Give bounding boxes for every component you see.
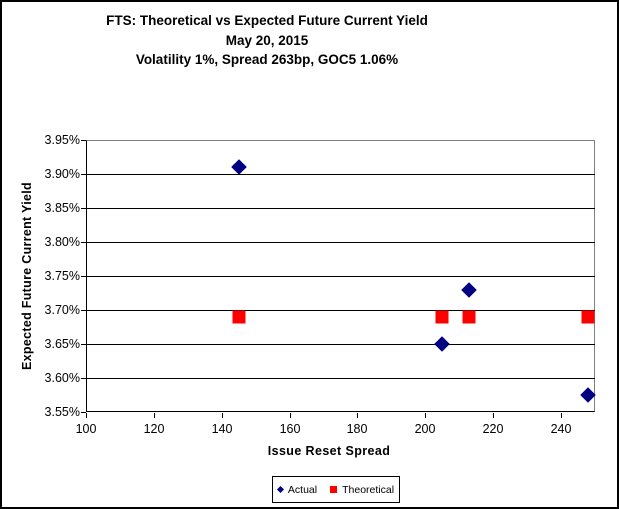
y-gridline [86,208,595,209]
theoretical-point-marker [232,310,246,324]
x-tick-label: 160 [279,422,301,436]
y-tick-label: 3.70% [44,303,80,317]
x-tick-mark [357,413,358,418]
x-tick-label: 220 [482,422,504,436]
y-tick-mark [81,378,86,379]
y-tick-mark [81,140,86,141]
y-tick-label: 3.80% [44,235,80,249]
y-gridline [86,242,595,243]
theoretical-point-marker [462,310,476,324]
square-icon [330,486,338,493]
theoretical-point-marker [435,310,449,324]
y-gridline [86,174,595,175]
y-gridline [86,276,595,277]
y-tick-label: 3.85% [44,201,80,215]
x-tick-mark [561,413,562,418]
x-tick-label: 240 [550,422,572,436]
y-tick-mark [81,208,86,209]
chart-title: FTS: Theoretical vs Expected Future Curr… [67,11,467,70]
diamond-icon [276,485,284,494]
x-tick-mark [290,413,291,418]
x-tick-mark [154,413,155,418]
chart-title-line-2: May 20, 2015 [225,32,309,48]
x-tick-mark [86,413,87,418]
y-tick-mark [81,344,86,345]
legend-box: Actual Theoretical [272,476,400,503]
y-tick-label: 3.60% [44,371,80,385]
y-tick-label: 3.65% [44,337,80,351]
y-tick-label: 3.90% [44,167,80,181]
y-gridline [86,344,595,345]
legend-entry-theoretical: Theoretical [330,484,394,496]
legend-entry-actual: Actual [276,483,318,496]
x-tick-label: 200 [414,422,436,436]
x-axis-title: Issue Reset Spread [267,444,391,458]
y-tick-label: 3.75% [44,269,80,283]
chart-title-line-1: FTS: Theoretical vs Expected Future Curr… [106,13,428,28]
x-tick-mark [425,413,426,418]
theoretical-point-marker [581,310,595,324]
x-tick-label: 180 [346,422,368,436]
x-tick-mark [493,413,494,418]
y-gridline [86,310,595,311]
y-tick-mark [81,242,86,243]
y-tick-mark [81,412,86,413]
y-tick-mark [81,174,86,175]
y-tick-label: 3.95% [44,133,80,147]
x-tick-label: 140 [211,422,233,436]
chart-title-line-3: Volatility 1%, Spread 263bp, GOC5 1.06% [135,52,399,67]
legend-label-theoretical: Theoretical [342,483,395,496]
y-tick-label: 3.55% [44,405,80,419]
y-tick-mark [81,276,86,277]
x-tick-label: 120 [143,422,165,436]
y-tick-mark [81,310,86,311]
legend-label-actual: Actual [287,483,318,496]
x-tick-label: 100 [75,422,97,436]
x-tick-mark [222,413,223,418]
y-gridline [86,378,595,379]
